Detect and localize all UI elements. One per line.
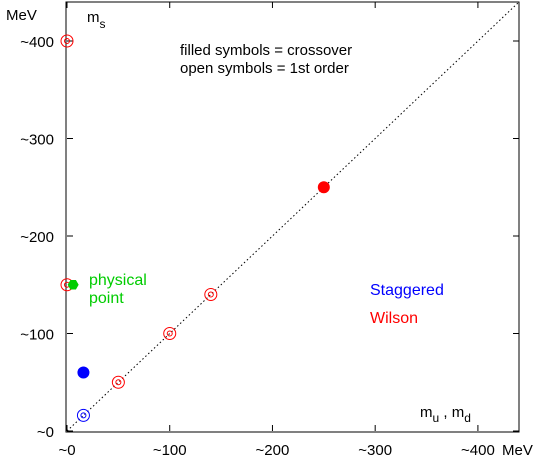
physical-point-label-line1: physical [89,272,147,289]
x-axis-label: mu , md [420,404,471,425]
wilson-point-5 [111,375,125,389]
y-tick-label-4: ~400 [20,34,54,51]
annotation-filled: filled symbols = crossover [180,42,352,59]
y-axis-unit: MeV [6,7,37,24]
y-tick-labels: ~0 ~100 ~200 ~300 ~400 [20,34,54,441]
axis-ticks [66,2,519,432]
wilson-point-1 [60,34,74,48]
wilson-point-4 [163,327,177,340]
y-tick-label-1: ~100 [20,327,54,344]
y-tick-label-0: ~0 [37,424,54,441]
legend-wilson: Wilson [370,310,418,327]
y-axis-label: ms [87,9,106,31]
physical-point-marker [67,279,79,290]
legend-staggered: Staggered [370,282,444,299]
plot-frame [65,1,520,433]
x-tick-label-0: ~0 [58,442,75,459]
x-axis-unit: MeV [502,442,533,459]
wilson-point-3 [204,288,218,301]
y-tick-label-2: ~200 [20,229,54,246]
x-tick-label-2: ~200 [256,442,290,459]
x-tick-label-3: ~300 [358,442,392,459]
staggered-point-1 [76,408,90,422]
x-tick-label-1: ~100 [153,442,187,459]
wilson-point-0 [317,181,330,194]
annotation-open: open symbols = 1st order [180,60,349,77]
x-tick-labels: ~0 ~100 ~200 ~300 ~400 [58,442,494,459]
data-points [60,34,330,422]
staggered-point-0 [77,366,90,379]
physical-point-label-line2: point [89,290,124,307]
x-tick-label-4: ~400 [461,442,495,459]
y-tick-label-3: ~300 [20,132,54,149]
